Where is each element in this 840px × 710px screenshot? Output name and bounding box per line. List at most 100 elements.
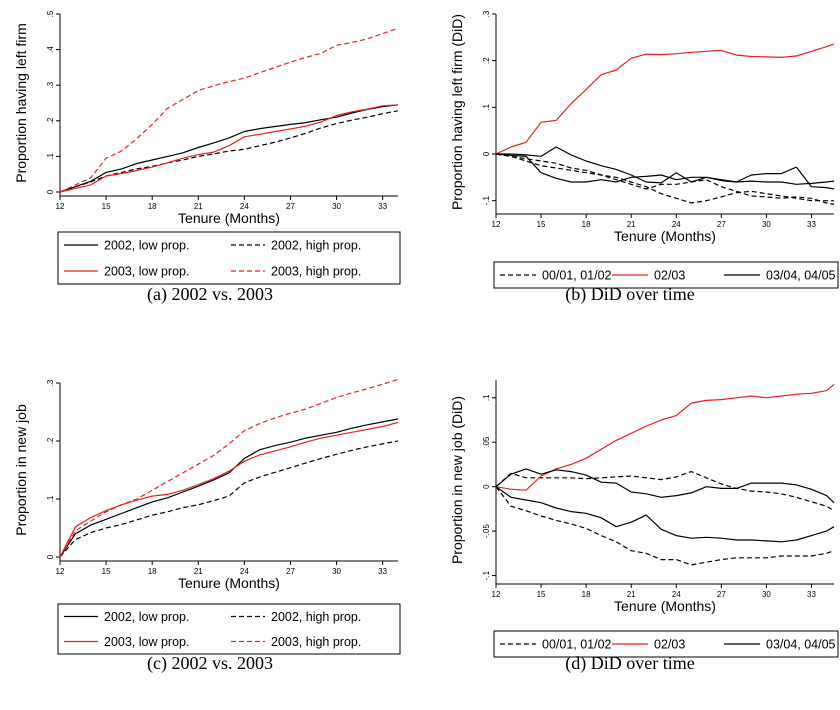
y-tick-label: 0 — [46, 189, 55, 194]
y-axis-title: Proportion having left firm (DiD) — [449, 14, 465, 210]
x-tick-label: 21 — [627, 590, 636, 599]
x-tick-label: 24 — [672, 590, 681, 599]
x-tick-label: 18 — [582, 220, 591, 229]
x-tick-label: 27 — [717, 590, 726, 599]
x-tick-label: 27 — [717, 220, 726, 229]
x-tick-label: 15 — [102, 202, 111, 211]
x-tick-label: 18 — [582, 590, 591, 599]
legend-label: 00/01, 01/02 — [542, 269, 612, 283]
caption-a: (a) 2002 vs. 2003 — [147, 284, 273, 304]
legend-label: 2002, high prop. — [271, 239, 361, 253]
x-tick-label: 12 — [56, 567, 65, 576]
y-tick-label: -.05 — [482, 524, 491, 538]
y-axis-title: Proportion in new job (DiD) — [449, 396, 465, 564]
series-line-a-1 — [59, 110, 399, 193]
y-tick-label: .3 — [46, 379, 55, 386]
legend-label: 2003, high prop. — [271, 635, 361, 649]
legend-label: 02/03 — [654, 269, 685, 283]
legend-box — [57, 231, 401, 285]
x-tick-label: 21 — [194, 567, 203, 576]
y-tick-label: 0 — [482, 484, 491, 489]
series-line-b-1 — [495, 153, 835, 205]
series-line-a-3 — [59, 27, 399, 193]
x-tick-label: 18 — [148, 567, 157, 576]
legend-label: 2002, low prop. — [104, 239, 189, 253]
x-axis-title: Tenure (Months) — [178, 210, 280, 226]
y-tick-label: 0 — [482, 151, 491, 156]
y-tick-label: .5 — [46, 10, 55, 17]
y-tick-label: .05 — [482, 436, 491, 448]
x-tick-label: 33 — [378, 567, 387, 576]
x-tick-label: 27 — [286, 202, 295, 211]
x-tick-label: 33 — [378, 202, 387, 211]
legend-box — [57, 603, 401, 655]
y-tick-label: -.1 — [482, 195, 491, 205]
x-tick-label: 21 — [627, 220, 636, 229]
legend-label: 00/01, 01/02 — [542, 638, 612, 652]
y-tick-label: .4 — [46, 46, 55, 53]
legend-label: 02/03 — [654, 638, 685, 652]
y-tick-label: -.1 — [482, 570, 491, 580]
x-tick-label: 12 — [492, 590, 501, 599]
x-tick-label: 33 — [807, 220, 816, 229]
y-tick-label: .3 — [46, 81, 55, 88]
x-tick-label: 12 — [56, 202, 65, 211]
y-tick-label: .1 — [46, 495, 55, 502]
caption-c: (c) 2002 vs. 2003 — [147, 653, 273, 673]
series-line-c-2 — [59, 421, 399, 558]
y-tick-label: .2 — [46, 437, 55, 444]
x-tick-label: 30 — [762, 220, 771, 229]
series-line-b-0 — [495, 153, 834, 204]
chart-panel-c: 0 .1 .2 .3 12 15 18 21 24 27 30 33 Tenure (Months) Pr… — [13, 378, 401, 655]
x-tick-label: 15 — [537, 220, 546, 229]
series-line-b-4 — [495, 153, 835, 185]
x-tick-label: 24 — [240, 202, 249, 211]
caption-d: (d) DiD over time — [565, 653, 695, 673]
series-line-a-0 — [59, 104, 399, 193]
x-tick-label: 24 — [672, 220, 681, 229]
series-line-a-2 — [59, 104, 399, 193]
y-tick-label: 0 — [46, 554, 55, 559]
y-tick-label: .3 — [482, 10, 491, 17]
chart-panel-d: -.1 -.05 0 .05 .1 12 15 18 21 24 27 30 33 Tenure (Mon… — [449, 380, 839, 658]
series-line-d-2 — [495, 383, 835, 491]
series-line-c-3 — [59, 378, 399, 558]
y-tick-label: .2 — [46, 117, 55, 124]
x-axis-title: Tenure (Months) — [614, 228, 716, 244]
x-axis-title: Tenure (Months) — [178, 575, 280, 591]
legend-label: 2003, low prop. — [104, 265, 189, 279]
x-tick-label: 27 — [286, 567, 295, 576]
y-tick-label: .1 — [482, 103, 491, 110]
chart-panel-a: 0 .1 .2 .3 .4 .5 12 15 18 21 24 27 30 33 Tenure (Month… — [13, 10, 401, 285]
x-axis-title: Tenure (Months) — [614, 598, 716, 614]
x-tick-label: 15 — [102, 567, 111, 576]
y-tick-label: .1 — [46, 153, 55, 160]
legend-label: 03/04, 04/05 — [766, 638, 836, 652]
x-tick-label: 33 — [807, 590, 816, 599]
y-axis-title: Proportion in new job — [13, 404, 29, 536]
x-tick-label: 21 — [194, 202, 203, 211]
chart-panel-b: -.1 0 .1 .2 .3 12 15 18 21 24 27 30 33 Tenure (Months… — [449, 10, 839, 289]
series-line-d-1 — [495, 471, 835, 512]
series-line-d-0 — [495, 486, 835, 566]
series-line-c-0 — [59, 418, 399, 558]
legend-label: 2002, low prop. — [104, 610, 189, 624]
legend-box — [493, 261, 839, 289]
series-line-d-3 — [495, 468, 835, 504]
series-line-b-2 — [495, 43, 835, 155]
legend-label: 03/04, 04/05 — [766, 269, 836, 283]
series-line-c-1 — [59, 440, 399, 558]
x-tick-label: 30 — [762, 590, 771, 599]
y-axis-title: Proportion having left firm — [13, 23, 29, 183]
x-tick-label: 24 — [240, 567, 249, 576]
x-tick-label: 18 — [148, 202, 157, 211]
legend-label: 2003, high prop. — [271, 265, 361, 279]
x-tick-label: 12 — [492, 220, 501, 229]
legend-label: 2002, high prop. — [271, 610, 361, 624]
x-tick-label: 30 — [332, 567, 341, 576]
legend-label: 2003, low prop. — [104, 635, 189, 649]
y-tick-label: .1 — [482, 394, 491, 401]
y-tick-label: .2 — [482, 57, 491, 64]
caption-b: (b) DiD over time — [565, 284, 695, 304]
